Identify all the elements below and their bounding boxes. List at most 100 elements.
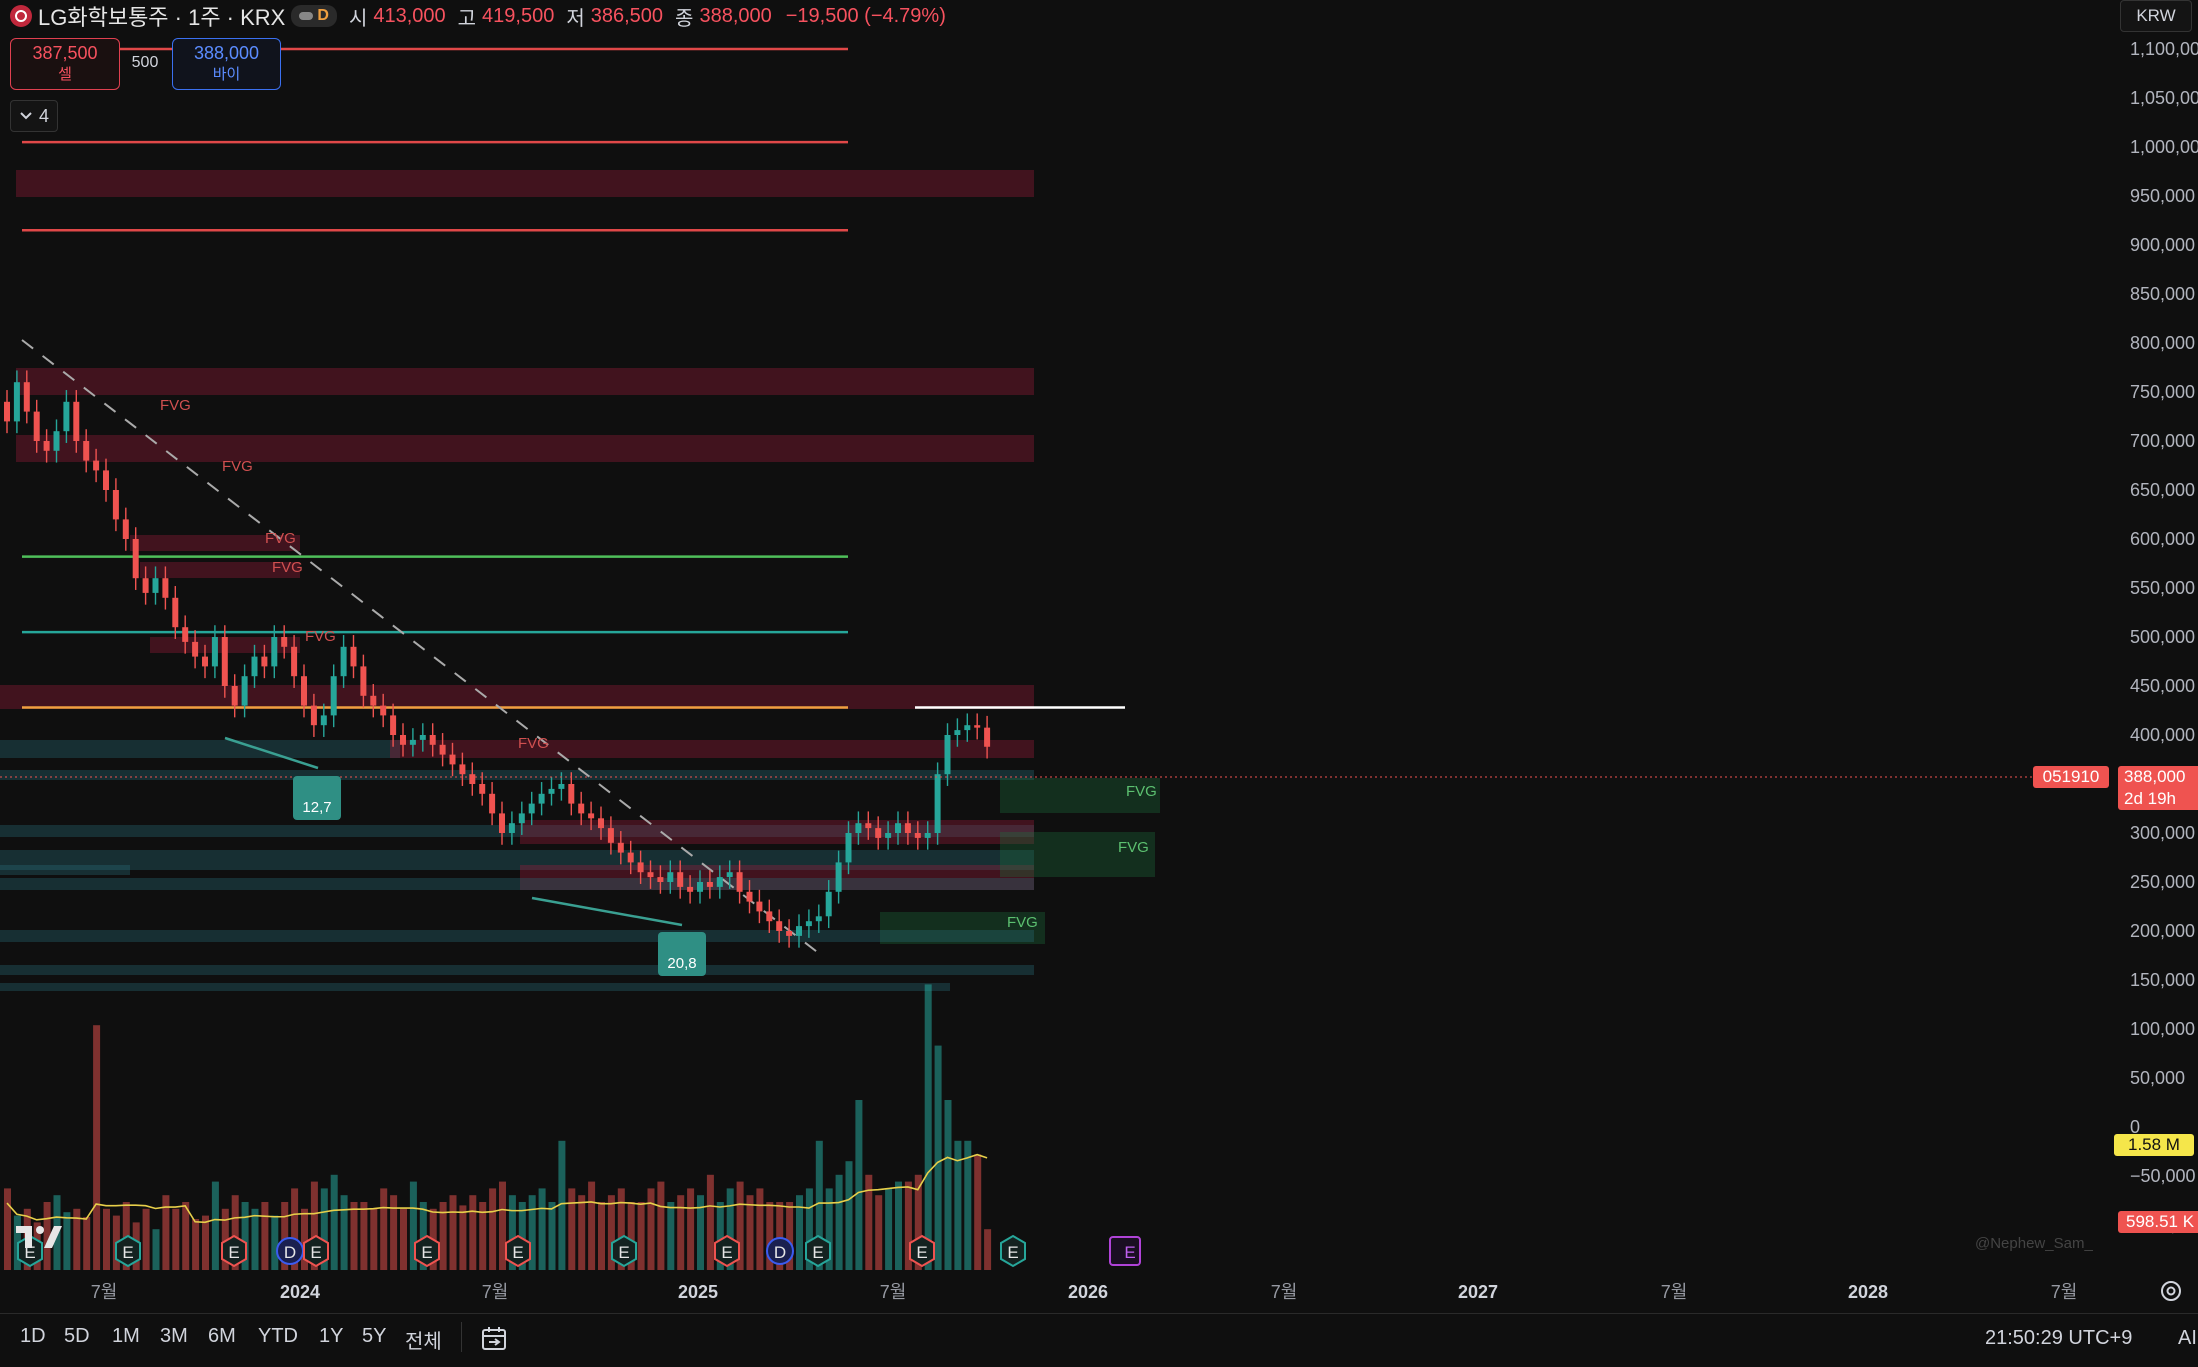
candle-body xyxy=(449,754,456,765)
high-label: 고 xyxy=(457,7,477,30)
volume-bar xyxy=(726,1188,734,1270)
range-1y[interactable]: 1Y xyxy=(319,1325,344,1347)
fvg-label: FVG xyxy=(272,559,303,576)
fvg-label: FVG xyxy=(305,628,336,645)
range-3m[interactable]: 3M xyxy=(160,1325,188,1347)
fvg-labels: FVG FVG FVG FVG FVG FVG FVG FVG FVG xyxy=(160,397,1157,931)
time-axis-label: 2028 xyxy=(1848,1282,1888,1302)
volume-bar xyxy=(340,1195,348,1270)
buy-button[interactable]: 388,000 바이 xyxy=(172,38,281,90)
range-5d[interactable]: 5D xyxy=(64,1325,90,1347)
time-axis-label: 2026 xyxy=(1068,1282,1108,1302)
last-price-value: 388,000 xyxy=(2124,767,2186,786)
symbol-title[interactable]: LG화학보통주 · 1주 · KRX xyxy=(38,5,286,30)
volume-bar xyxy=(142,1208,150,1270)
candle-body xyxy=(489,793,496,814)
currency-button[interactable]: KRW xyxy=(2120,0,2192,32)
volume-bar xyxy=(944,1100,952,1270)
price-axis-label: 700,000 xyxy=(2130,431,2195,451)
range-1m[interactable]: 1M xyxy=(112,1325,140,1347)
candle-body xyxy=(162,578,169,598)
volume-bar xyxy=(786,1202,794,1270)
range-1d[interactable]: 1D xyxy=(20,1325,46,1347)
open-value: 413,000 xyxy=(373,4,446,27)
candle-body xyxy=(805,921,812,927)
range-all[interactable]: 전체 xyxy=(405,1331,442,1353)
sell-button[interactable]: 387,500 셀 xyxy=(10,38,120,90)
volume-bar xyxy=(320,1188,328,1270)
indicators-collapse-button[interactable]: 4 xyxy=(10,100,59,132)
fvg-label: FVG xyxy=(265,530,296,547)
volume-bar xyxy=(825,1188,833,1270)
volume-bar xyxy=(558,1140,566,1270)
candle-body xyxy=(766,911,773,922)
range-6m[interactable]: 6M xyxy=(208,1325,236,1347)
price-axis-label: 600,000 xyxy=(2130,529,2195,549)
candle-body xyxy=(954,730,961,735)
time-axis-label: 7월 xyxy=(880,1282,907,1302)
candle-body xyxy=(776,921,783,931)
time-axis-label: 2027 xyxy=(1458,1282,1498,1302)
candle-body xyxy=(211,637,218,667)
volume-bar xyxy=(241,1202,249,1270)
swing-low-box xyxy=(293,776,341,820)
price-axis-label: 800,000 xyxy=(2130,333,2195,353)
volume-bar xyxy=(360,1202,368,1270)
clock-timezone[interactable]: 21:50:29 UTC+9 xyxy=(1985,1327,2133,1349)
lg-chem-logo-icon xyxy=(10,5,32,27)
earnings-event-marker xyxy=(1000,1234,1026,1268)
fvg-label: FVG xyxy=(160,397,191,414)
fvg-zone xyxy=(0,930,1034,942)
gear-icon[interactable] xyxy=(2158,1278,2184,1304)
volume-bar xyxy=(479,1202,487,1270)
volume-bar xyxy=(350,1202,358,1270)
price-axis-label: 1,100,000 xyxy=(2130,39,2198,59)
fvg-zone xyxy=(0,740,400,758)
ai-button[interactable]: AI xyxy=(2178,1327,2197,1349)
volume-bar xyxy=(875,1195,883,1270)
volume-bar xyxy=(400,1208,407,1270)
fvg-zone xyxy=(16,170,1034,197)
candle-body xyxy=(4,401,10,422)
candle-body xyxy=(271,637,278,667)
volume-bar xyxy=(63,1212,71,1270)
candle-body xyxy=(528,803,535,814)
range-ytd[interactable]: YTD xyxy=(258,1325,298,1347)
quantity-value[interactable]: 500 xyxy=(131,54,159,71)
volume-bar xyxy=(885,1188,893,1270)
candle-body xyxy=(647,872,654,878)
candle-body xyxy=(231,686,238,706)
volume-bar xyxy=(776,1202,784,1270)
candle-body xyxy=(687,886,694,892)
candle-body xyxy=(400,735,406,745)
earnings-event-letter: E xyxy=(24,1243,35,1262)
price-axis-label: 1,050,000 xyxy=(2130,88,2198,108)
volume-bar xyxy=(211,1181,219,1270)
volume-bar xyxy=(895,1181,902,1270)
fvg-zone xyxy=(1000,778,1160,813)
candle-body xyxy=(875,828,882,838)
candle-body xyxy=(815,916,822,922)
candle-body xyxy=(667,872,674,882)
earnings-event-letter: E xyxy=(721,1243,732,1262)
volume-bar xyxy=(330,1174,338,1270)
candle-body xyxy=(499,813,505,833)
open-label: 시 xyxy=(348,7,368,30)
data-status-badge[interactable]: D xyxy=(291,5,337,27)
calendar-goto-date-icon[interactable] xyxy=(480,1326,508,1352)
volume-bar xyxy=(637,1202,645,1270)
range-5y[interactable]: 5Y xyxy=(362,1325,387,1347)
volume-moving-average-line xyxy=(6,1153,988,1224)
time-axis-label: 7월 xyxy=(1271,1282,1298,1302)
volume-bar xyxy=(796,1195,803,1270)
candle-body xyxy=(291,646,298,677)
candle-body xyxy=(825,891,832,917)
candle-body xyxy=(677,872,684,887)
change-value: −19,500 (−4.79%) xyxy=(785,4,946,27)
dividend-event-letter: D xyxy=(284,1243,296,1262)
high-value: 419,500 xyxy=(482,4,555,27)
fvg-zones xyxy=(0,170,1160,991)
earnings-event-marker xyxy=(303,1234,329,1268)
